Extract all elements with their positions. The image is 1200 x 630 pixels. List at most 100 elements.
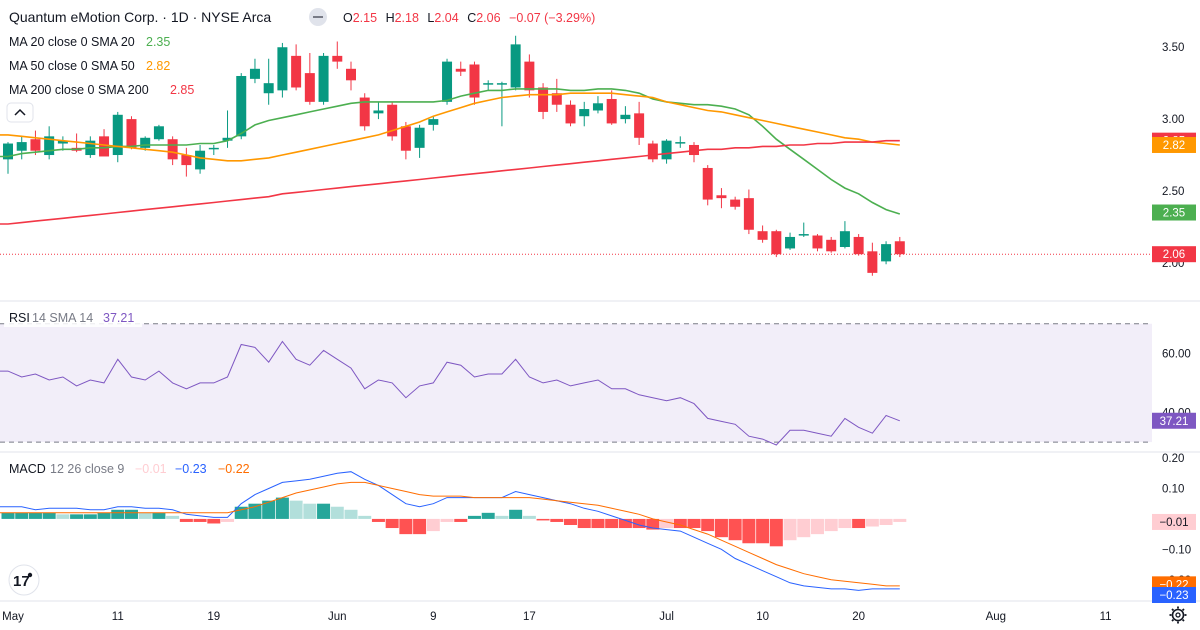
candle-body[interactable] <box>153 126 164 140</box>
candle-body[interactable] <box>99 136 110 157</box>
candle-body[interactable] <box>44 136 55 156</box>
time-axis[interactable]: May 11 19 Jun 9 17 Jul 10 20 Aug 11 <box>2 611 1111 623</box>
candle-body[interactable] <box>853 236 864 255</box>
candle-body[interactable] <box>839 231 850 248</box>
candle-body[interactable] <box>291 55 302 88</box>
candle-body[interactable] <box>359 97 370 127</box>
macd-histogram-value: −0.01 <box>135 462 167 476</box>
candle-body[interactable] <box>249 68 260 79</box>
candle-body[interactable] <box>222 137 233 141</box>
candle-body[interactable] <box>16 142 27 151</box>
candle-body[interactable] <box>346 68 356 81</box>
candle-body[interactable] <box>469 64 480 98</box>
candle-body[interactable] <box>277 47 288 91</box>
candle-body[interactable] <box>867 251 878 273</box>
macd-histogram-bar <box>783 518 797 541</box>
macd-pane[interactable] <box>0 471 907 591</box>
candle-body[interactable] <box>428 119 439 125</box>
candle-body[interactable] <box>894 241 905 255</box>
macd-histogram-bar <box>111 509 125 519</box>
candle-body[interactable] <box>757 231 768 240</box>
candle-body[interactable] <box>702 167 713 200</box>
candle-body[interactable] <box>524 61 535 91</box>
collapse-legend-button[interactable] <box>6 102 34 123</box>
macd-histogram-bar <box>756 518 770 544</box>
indicator-label[interactable]: MA 50 close 0 SMA 50 <box>9 59 135 73</box>
candle-body[interactable] <box>126 119 137 148</box>
price-pane[interactable] <box>0 35 905 276</box>
price-badge[interactable]: 2.06 <box>1152 246 1196 263</box>
indicator-label[interactable]: MA 200 close 0 SMA 200 <box>9 83 149 97</box>
macd-histogram-bar <box>673 518 687 529</box>
candle-body[interactable] <box>332 55 343 62</box>
candle-body[interactable] <box>3 143 13 160</box>
candle-body[interactable] <box>812 235 823 249</box>
candle-body[interactable] <box>661 140 672 160</box>
macd-badge[interactable]: −0.01 <box>1152 513 1196 530</box>
candle-body[interactable] <box>785 236 796 249</box>
candle-body[interactable] <box>442 61 453 102</box>
candle-body[interactable] <box>620 114 631 120</box>
candle-body[interactable] <box>400 126 411 151</box>
candle-body[interactable] <box>236 75 247 137</box>
candle-body[interactable] <box>414 127 425 148</box>
candle-body[interactable] <box>634 113 645 138</box>
candle-body[interactable] <box>30 139 41 151</box>
candle-body[interactable] <box>140 137 151 148</box>
macd-badge[interactable]: −0.23 <box>1152 587 1196 603</box>
candle-body[interactable] <box>373 110 384 114</box>
macd-histogram-bar <box>15 512 29 519</box>
candle-body[interactable] <box>538 87 549 112</box>
candle-body[interactable] <box>881 244 892 262</box>
candle-body[interactable] <box>195 150 206 170</box>
candle-body[interactable] <box>771 231 782 255</box>
symbol-title[interactable]: Quantum eMotion Corp. · 1D · NYSE Arca <box>9 9 271 25</box>
candle-body[interactable] <box>57 140 68 144</box>
candle-body[interactable] <box>510 44 521 88</box>
macd-histogram-bar <box>605 518 619 529</box>
candle-body[interactable] <box>318 55 329 102</box>
candle-body[interactable] <box>592 103 603 111</box>
tradingview-logo[interactable]: 17 <box>8 564 40 596</box>
time-axis-label: 11 <box>112 611 124 623</box>
rsi-badge[interactable]: 37.21 <box>1152 412 1196 429</box>
ma-line-ma200 <box>0 139 900 225</box>
candle-body[interactable] <box>826 239 837 252</box>
time-axis-label: 11 <box>1100 611 1112 623</box>
candle-body[interactable] <box>675 142 686 144</box>
candle-body[interactable] <box>263 83 274 94</box>
macd-histogram-bar <box>550 518 564 522</box>
candle-body[interactable] <box>743 198 754 230</box>
candle-body[interactable] <box>730 199 741 207</box>
macd-histogram-bar <box>467 515 481 519</box>
indicator-label[interactable]: MA 20 close 0 SMA 20 <box>9 35 135 49</box>
candle-body[interactable] <box>579 109 590 117</box>
candle-body[interactable] <box>455 68 466 72</box>
indicator-value: 2.85 <box>170 83 194 97</box>
gear-icon[interactable] <box>1169 606 1187 624</box>
candle-body[interactable] <box>565 104 576 124</box>
time-axis-label: 17 <box>523 611 536 623</box>
candle-body[interactable] <box>496 83 507 85</box>
macd-histogram-bar <box>83 514 97 519</box>
candle-body[interactable] <box>304 73 315 102</box>
candle-body[interactable] <box>208 147 219 150</box>
candle-body[interactable] <box>798 234 809 236</box>
candle-body[interactable] <box>606 98 617 124</box>
candle-body[interactable] <box>167 139 178 160</box>
candle-body[interactable] <box>112 114 123 156</box>
macd-histogram-bar <box>852 518 866 529</box>
rsi-pane[interactable] <box>0 340 900 446</box>
price-axis[interactable]: 3.503.002.502.0060.0040.000.200.100.00−0… <box>1152 42 1196 603</box>
candle-body[interactable] <box>483 83 494 85</box>
candle-body[interactable] <box>716 195 727 199</box>
rsi-title: RSI <box>9 311 30 325</box>
price-badge[interactable]: 2.82 <box>1152 136 1196 153</box>
price-badge[interactable]: 2.35 <box>1152 204 1196 221</box>
price-axis-tick-label: 3.00 <box>1162 114 1184 126</box>
candle-body[interactable] <box>647 143 658 160</box>
candle-body[interactable] <box>181 155 192 166</box>
candle-body[interactable] <box>387 104 398 137</box>
ma-line-ma50 <box>0 92 900 162</box>
candle-body[interactable] <box>551 93 562 105</box>
